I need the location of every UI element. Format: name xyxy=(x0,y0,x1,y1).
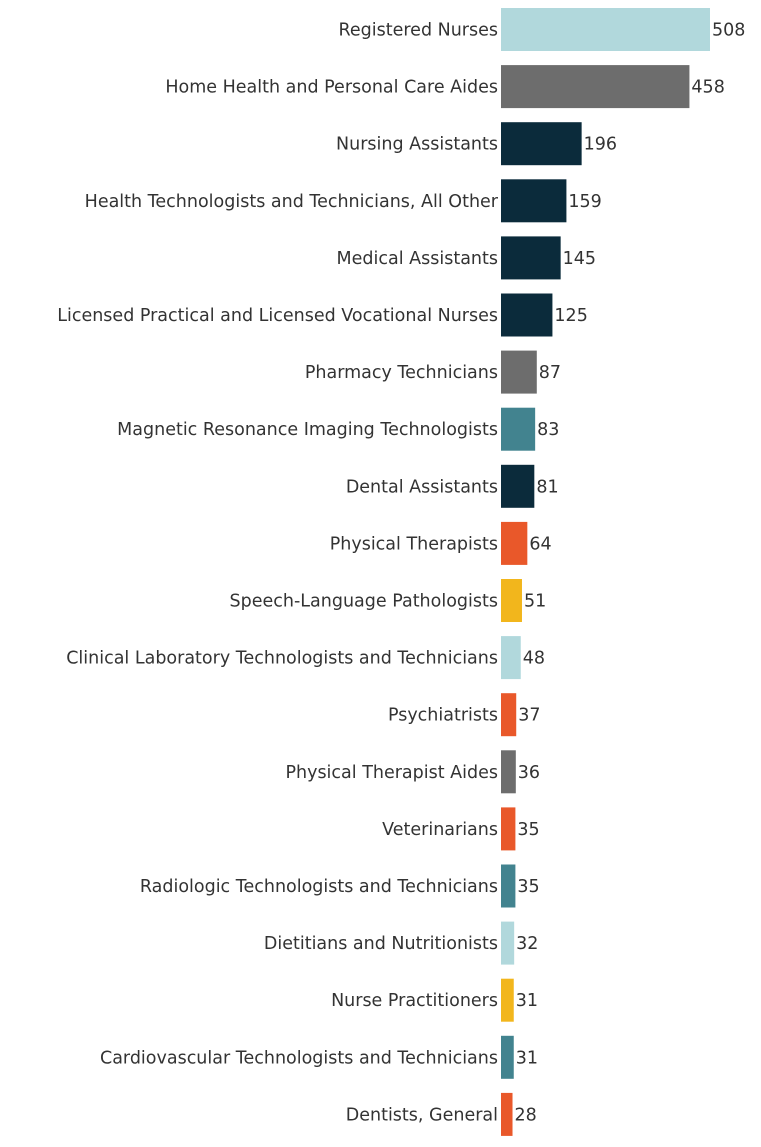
value-label: 196 xyxy=(584,135,617,155)
bar-row: Nurse Practitioners 31 xyxy=(331,978,538,1022)
value-label: 37 xyxy=(518,706,540,726)
bar-row: Clinical Laboratory Technologists and Te… xyxy=(66,636,545,680)
category-label: Medical Assistants xyxy=(337,249,498,269)
bar xyxy=(501,693,517,737)
category-label: Nurse Practitioners xyxy=(331,991,498,1011)
bar-row: Psychiatrists 37 xyxy=(388,693,541,737)
bar xyxy=(501,179,567,223)
bar-row: Speech-Language Pathologists 51 xyxy=(230,579,546,622)
value-label: 31 xyxy=(516,1048,538,1068)
value-label: 145 xyxy=(563,249,596,269)
bar xyxy=(501,464,535,508)
bar-row: Nursing Assistants 196 xyxy=(336,122,617,166)
category-label: Physical Therapists xyxy=(330,534,498,554)
bar xyxy=(501,921,515,965)
category-label: Nursing Assistants xyxy=(336,135,498,155)
bar-row: Dental Assistants 81 xyxy=(346,464,559,508)
value-label: 32 xyxy=(516,934,538,954)
bar-row: Dentists, General 28 xyxy=(346,1092,537,1136)
bar xyxy=(501,807,516,851)
category-label: Psychiatrists xyxy=(388,706,498,726)
bar-row: Pharmacy Technicians 87 xyxy=(305,350,561,394)
bar xyxy=(501,8,710,51)
bar-row: Home Health and Personal Care Aides 458 xyxy=(165,65,725,109)
bar xyxy=(501,579,522,622)
bar-row: Physical Therapist Aides 36 xyxy=(285,750,540,794)
value-label: 48 xyxy=(523,649,545,669)
value-label: 87 xyxy=(539,363,561,383)
bar xyxy=(501,521,528,565)
value-label: 35 xyxy=(517,820,539,840)
category-label: Speech-Language Pathologists xyxy=(230,592,499,612)
bar xyxy=(501,65,690,109)
category-label: Radiologic Technologists and Technicians xyxy=(140,877,498,897)
category-label: Dentists, General xyxy=(346,1105,498,1125)
value-label: 31 xyxy=(516,991,538,1011)
bar-row: Cardiovascular Technologists and Technic… xyxy=(100,1035,538,1079)
bar-row: Radiologic Technologists and Technicians… xyxy=(140,864,540,908)
category-label: Physical Therapist Aides xyxy=(285,763,498,783)
category-label: Home Health and Personal Care Aides xyxy=(165,78,498,98)
bar-row: Magnetic Resonance Imaging Technologists… xyxy=(117,407,559,451)
category-label: Dietitians and Nutritionists xyxy=(264,934,498,954)
category-label: Clinical Laboratory Technologists and Te… xyxy=(66,649,498,669)
bar-row: Dietitians and Nutritionists 32 xyxy=(264,921,538,965)
bar xyxy=(501,1092,513,1136)
bar xyxy=(501,636,521,680)
bar-row: Registered Nurses 508 xyxy=(339,8,745,51)
value-label: 35 xyxy=(517,877,539,897)
value-label: 159 xyxy=(568,192,601,212)
bar xyxy=(501,750,516,794)
bar xyxy=(501,236,561,280)
value-label: 36 xyxy=(518,763,540,783)
bar xyxy=(501,293,553,337)
bar xyxy=(501,1035,514,1079)
bar xyxy=(501,350,537,394)
category-label: Dental Assistants xyxy=(346,477,498,497)
bar-row: Medical Assistants 145 xyxy=(337,236,596,280)
value-label: 125 xyxy=(554,306,587,326)
category-label: Cardiovascular Technologists and Technic… xyxy=(100,1048,498,1068)
category-label: Licensed Practical and Licensed Vocation… xyxy=(57,306,498,326)
bar xyxy=(501,407,536,451)
bar-row: Licensed Practical and Licensed Vocation… xyxy=(57,293,588,337)
value-label: 81 xyxy=(536,477,558,497)
bar-row: Physical Therapists 64 xyxy=(330,521,552,565)
value-label: 28 xyxy=(515,1105,537,1125)
bar xyxy=(501,864,516,908)
bar xyxy=(501,978,514,1022)
value-label: 508 xyxy=(712,21,745,41)
category-label: Registered Nurses xyxy=(339,21,498,41)
value-label: 83 xyxy=(537,420,559,440)
bar xyxy=(501,122,582,166)
bar-row: Health Technologists and Technicians, Al… xyxy=(85,179,602,223)
category-label: Magnetic Resonance Imaging Technologists xyxy=(117,420,498,440)
category-label: Veterinarians xyxy=(382,820,498,840)
category-label: Pharmacy Technicians xyxy=(305,363,498,383)
value-label: 458 xyxy=(691,78,724,98)
bar-row: Veterinarians 35 xyxy=(382,807,540,851)
value-label: 51 xyxy=(524,592,546,612)
category-label: Health Technologists and Technicians, Al… xyxy=(85,192,499,212)
value-label: 64 xyxy=(529,534,551,554)
